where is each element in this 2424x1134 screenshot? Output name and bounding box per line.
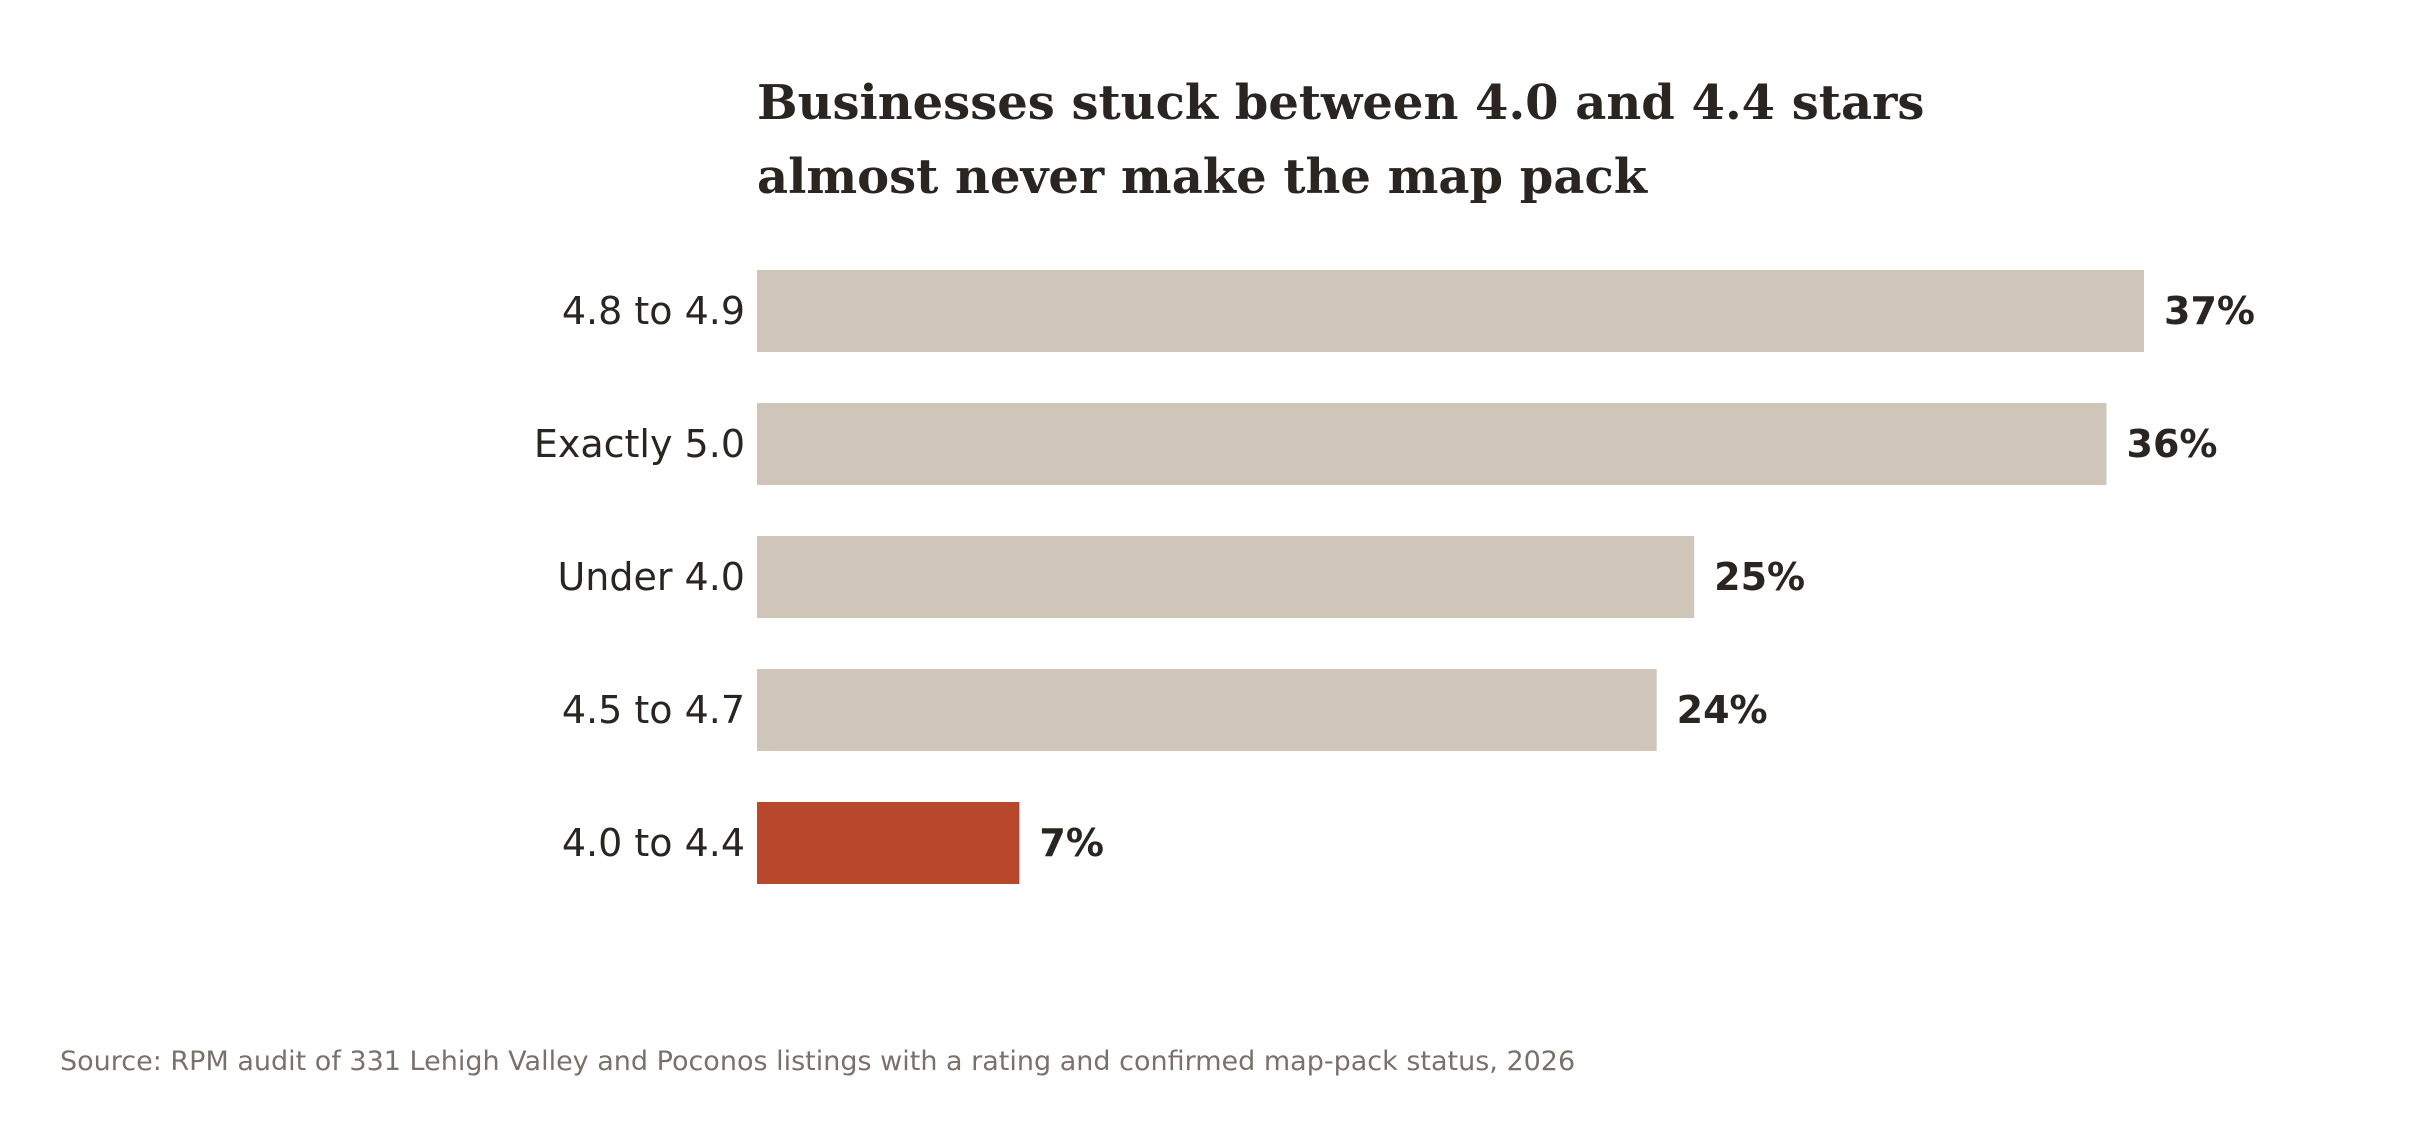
category-label: 4.5 to 4.7 [562,688,745,732]
value-label: 37% [2164,289,2255,333]
bar-exactly-5-0 [757,403,2107,485]
chart-title-line-1: Businesses stuck between 4.0 and 4.4 sta… [757,75,1924,131]
bar-4-0-to-4-4 [757,802,1020,884]
bar-4-5-to-4-7 [757,669,1657,751]
source-note: Source: RPM audit of 331 Lehigh Valley a… [60,1046,1575,1077]
chart-title-line-2: almost never make the map pack [757,149,1649,205]
category-label: Exactly 5.0 [534,422,745,466]
chart-title: Businesses stuck between 4.0 and 4.4 sta… [757,75,1924,205]
value-label: 24% [1677,688,1768,732]
category-label: 4.8 to 4.9 [562,289,745,333]
value-label: 25% [1714,555,1805,599]
category-label: 4.0 to 4.4 [562,821,745,865]
value-label: 7% [1039,821,1104,865]
category-label: Under 4.0 [557,555,745,599]
value-label: 36% [2127,422,2218,466]
bar-4-8-to-4-9 [757,270,2144,352]
bar-under-4-0 [757,536,1695,618]
bars-group: 4.8 to 4.9 37% Exactly 5.0 36% Under 4.0 25% 4… [534,270,2255,884]
